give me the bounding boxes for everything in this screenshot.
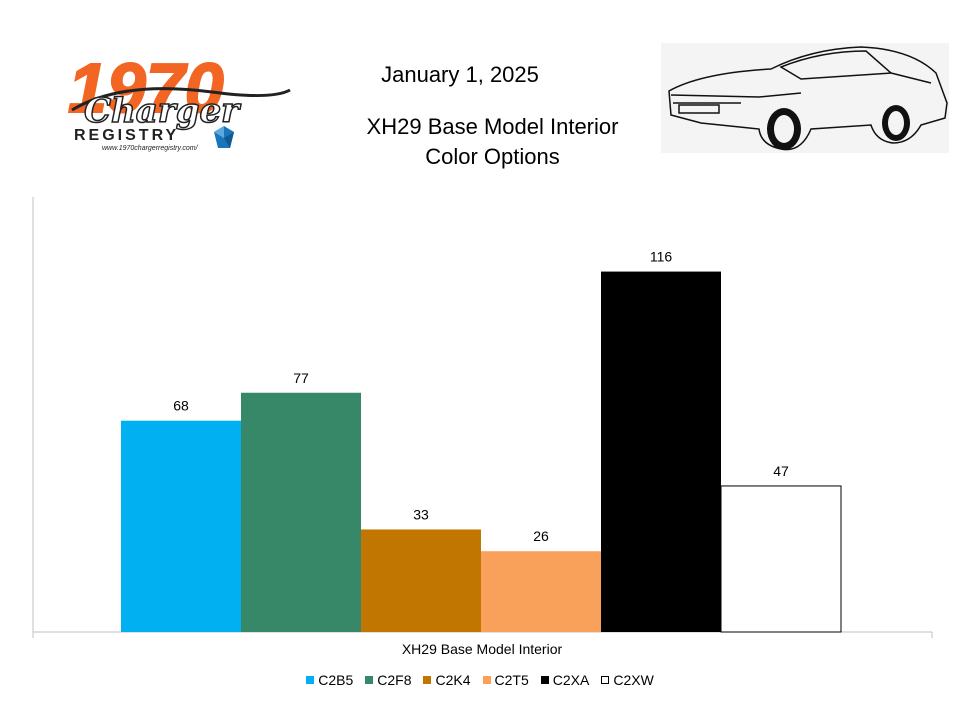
logo-url: www.1970chargerregistry.com/: [102, 145, 199, 152]
legend-item-c2b5: C2B5: [306, 672, 353, 688]
x-category-label: XH29 Base Model Interior: [402, 641, 563, 657]
legend-item-c2k4: C2K4: [423, 672, 471, 688]
legend-swatch: [306, 676, 315, 684]
legend-label: C2XW: [613, 672, 654, 688]
pentastar-icon: [214, 126, 234, 148]
registry-logo-graphic: 1970 Charger REGISTRY www.1970chargerreg…: [67, 48, 291, 152]
legend-item-c2xw: C2XW: [601, 672, 654, 688]
chart-title-line2: Color Options: [425, 144, 560, 169]
data-label-c2xw: 47: [773, 463, 789, 479]
legend-item-c2t5: C2T5: [482, 672, 529, 688]
logo-registry: REGISTRY: [74, 127, 179, 144]
data-label-c2k4: 33: [413, 506, 429, 522]
legend-swatch: [423, 676, 432, 684]
registry-logo: 1970 Charger REGISTRY www.1970chargerreg…: [62, 48, 302, 165]
bar-c2f8: [241, 392, 361, 632]
logo-script: Charger: [84, 91, 241, 131]
bar-c2b5: [121, 420, 241, 632]
car-illustration: [661, 43, 949, 153]
legend-swatch: [365, 676, 374, 684]
chart-legend: C2B5 C2F8 C2K4 C2T5 C2XA C2XW: [0, 672, 960, 688]
bar-c2xw: [720, 485, 842, 633]
legend-label: C2K4: [435, 672, 471, 688]
legend-swatch: [540, 676, 549, 684]
bar-c2k4: [361, 529, 481, 632]
chart-title: XH29 Base Model Interior Color Options: [300, 112, 685, 172]
legend-label: C2B5: [318, 672, 354, 688]
charger-car-icon: [661, 43, 949, 153]
chart-title-line1: XH29 Base Model Interior: [366, 114, 619, 139]
legend-label: C2T5: [494, 672, 529, 688]
data-label-c2b5: 68: [173, 398, 189, 414]
legend-item-c2f8: C2F8: [365, 672, 411, 688]
bar-c2xa: [601, 271, 721, 632]
data-label-c2t5: 26: [533, 528, 549, 544]
legend-item-c2xa: C2XA: [540, 672, 590, 688]
data-label-c2xa: 116: [650, 249, 673, 265]
legend-label: C2XA: [552, 672, 590, 688]
bar-c2t5: [481, 551, 601, 632]
chart-date: January 1, 2025: [381, 62, 539, 87]
legend-swatch: [601, 676, 610, 684]
data-label-c2f8: 77: [293, 370, 309, 386]
legend-swatch: [482, 676, 491, 684]
legend-label: C2F8: [377, 672, 412, 688]
